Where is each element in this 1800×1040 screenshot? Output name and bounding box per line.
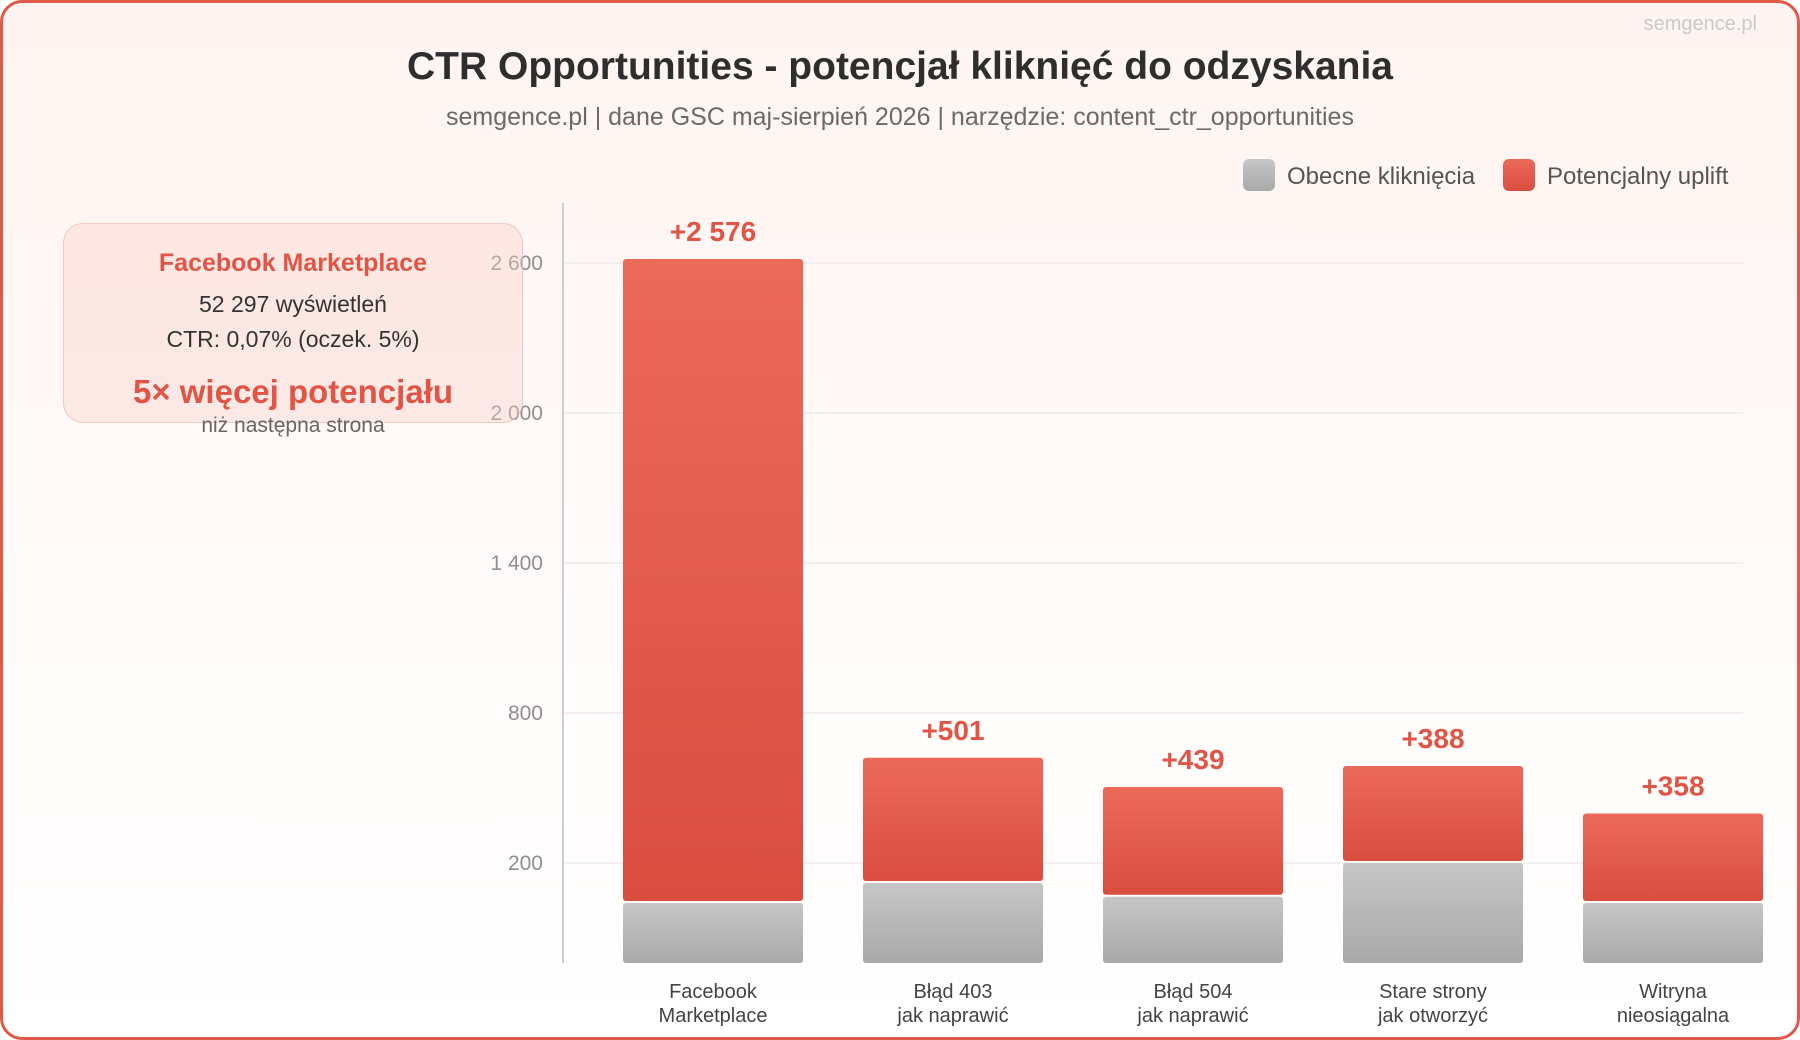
x-category-label: Facebook (669, 981, 758, 1003)
bar-potential-uplift (623, 259, 803, 901)
highlight-callout (63, 223, 523, 423)
bar-potential-uplift (1103, 787, 1283, 895)
y-tick-label: 2 600 (490, 252, 543, 275)
x-category-label: Witryna (1639, 981, 1708, 1003)
chart-title: CTR Opportunities - potencjał kliknięć d… (407, 45, 1393, 88)
bar-data-label: +358 (1641, 771, 1704, 802)
callout-ctr: CTR: 0,07% (oczek. 5%) (166, 326, 420, 352)
x-category-label: nieosiągalna (1617, 1005, 1730, 1027)
callout-title: Facebook Marketplace (158, 249, 428, 277)
legend-swatch-uplift (1503, 159, 1535, 191)
bar-current-clicks (863, 883, 1043, 963)
callout-note: niż następna strona (201, 414, 385, 437)
legend-label: Obecne kliknięcia (1287, 163, 1476, 190)
legend-label: Potencjalny uplift (1547, 163, 1729, 190)
bar-current-clicks (1583, 903, 1763, 963)
callout-highlight: 5× więcej potencjału (132, 373, 454, 410)
bar-data-label: +388 (1401, 723, 1464, 754)
x-category-label: Stare strony (1379, 981, 1487, 1003)
y-tick-label: 200 (508, 852, 543, 875)
bar-potential-uplift (1343, 766, 1523, 861)
bar-data-label: +2 576 (670, 216, 756, 247)
bar-current-clicks (1343, 863, 1523, 963)
x-category-label: jak naprawić (896, 1005, 1008, 1027)
y-tick-label: 1 400 (490, 552, 543, 575)
y-tick-label: 800 (508, 702, 543, 725)
x-category-label: jak otworzyć (1377, 1005, 1488, 1027)
x-category-label: Błąd 403 (914, 981, 993, 1003)
x-category-label: Błąd 504 (1154, 981, 1233, 1003)
watermark: semgence.pl (1643, 13, 1757, 35)
chart-subtitle: semgence.pl | dane GSC maj-sierpień 2026… (446, 103, 1354, 131)
bar-data-label: +439 (1161, 744, 1224, 775)
callout-impressions: 52 297 wyświetleń (199, 291, 387, 317)
x-category-label: jak naprawić (1136, 1005, 1248, 1027)
bar-current-clicks (623, 903, 803, 963)
bar-current-clicks (1103, 896, 1283, 963)
bar-potential-uplift (863, 757, 1043, 881)
legend-swatch-current (1243, 159, 1275, 191)
bar-data-label: +501 (921, 715, 984, 746)
bar-potential-uplift (1583, 813, 1763, 901)
x-category-label: Marketplace (659, 1005, 768, 1027)
